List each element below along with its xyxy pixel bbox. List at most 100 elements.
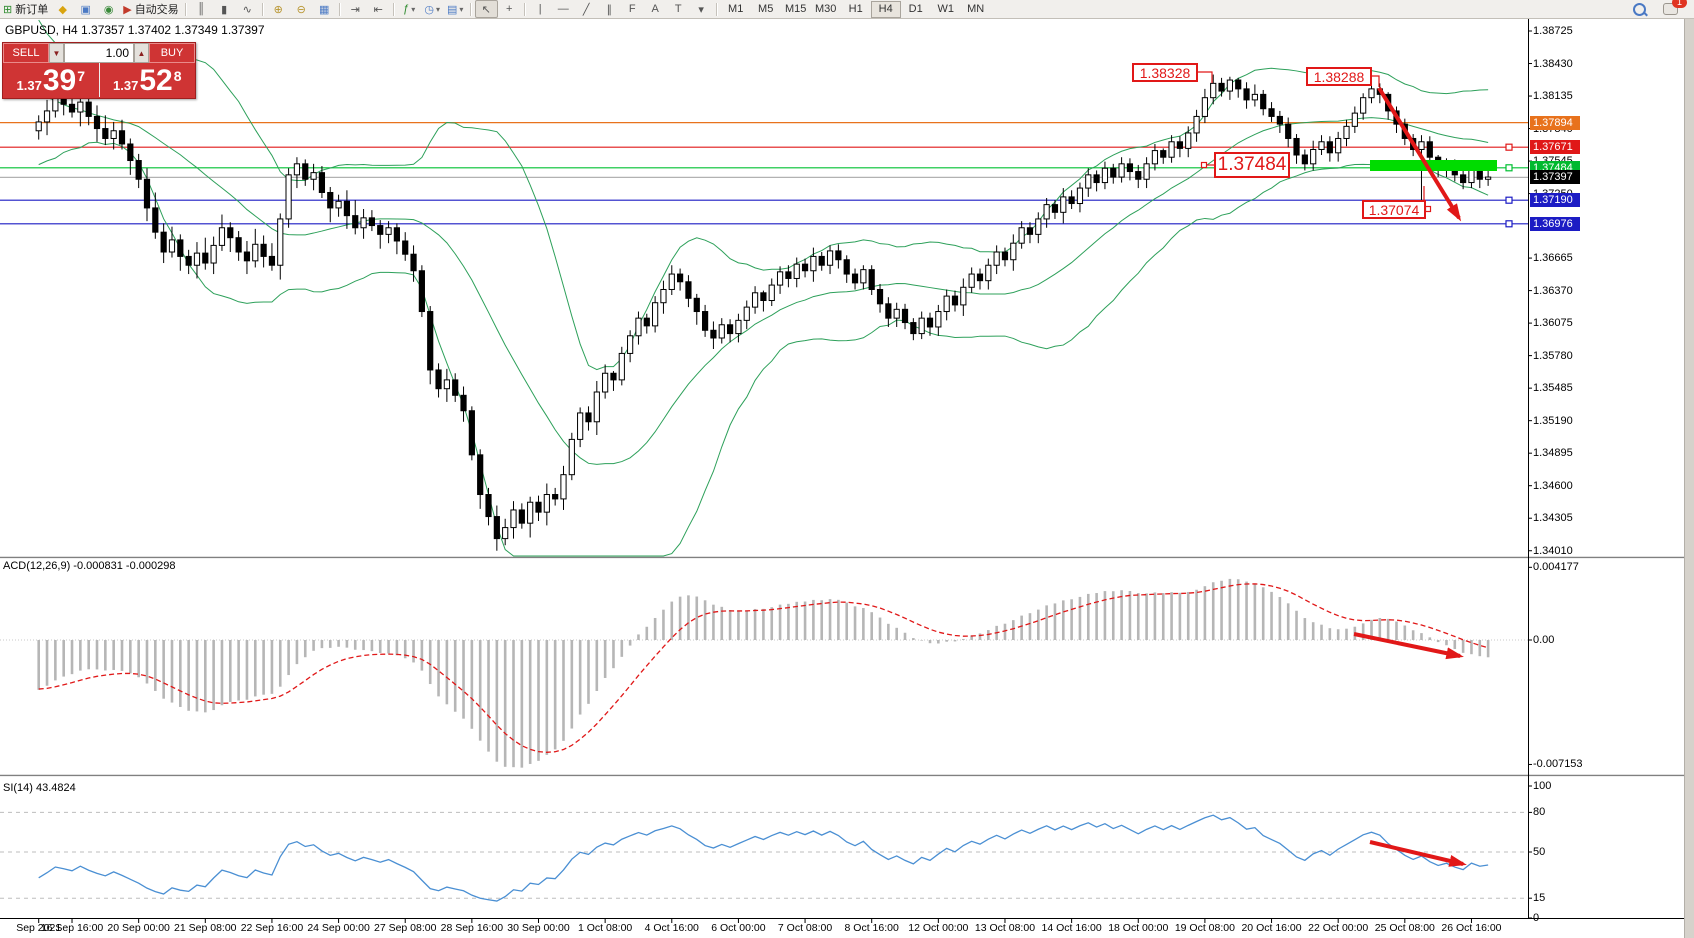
ask-price[interactable]: 1.37 52 8 [100, 63, 196, 97]
timeframe-m15-button[interactable]: M15 [784, 3, 807, 15]
rsi-indicator-label: SI(14) 43.4824 [3, 782, 76, 794]
data-window-icon[interactable]: ▣ [74, 0, 97, 18]
periods-icon: ◷ [424, 3, 434, 16]
rsi-pane [0, 811, 1528, 902]
toolbar: ⊞ 新订单 ◆ ▣ ◉ ▶ 自动交易 ║ ▮ ∿ ⊕ ⊖ ▦ ⇥ ⇤ ƒ ▾ ◷ ▾ ▤ ▾ ↖ + | — ╱ ∥ F A T ▾ M1 M5… [0, 0, 1694, 19]
line-handle[interactable] [1505, 164, 1513, 172]
volume-input[interactable]: 1.00 [64, 43, 134, 63]
bar-chart-type-button[interactable]: ║ [190, 0, 213, 18]
text-button[interactable]: A [644, 0, 667, 18]
fibonacci-button[interactable]: F [621, 0, 644, 18]
market-watch-icon[interactable]: ◆ [51, 0, 74, 18]
bid-pipette: 7 [77, 68, 85, 84]
search-icon[interactable] [1628, 0, 1651, 18]
new-order-icon: ⊞ [3, 3, 13, 16]
toolbar-separator [184, 2, 187, 16]
timeframe-d1-button[interactable]: D1 [908, 3, 923, 15]
tile-windows-icon: ▦ [318, 3, 330, 16]
arrows-button[interactable]: ▾ [690, 0, 713, 18]
bar-chart-type-icon: ║ [197, 3, 206, 15]
volume-up-button[interactable]: ▲ [134, 43, 149, 63]
timeframe-m5-button[interactable]: M5 [758, 3, 774, 15]
horizontal-line-icon: — [557, 3, 569, 15]
chevron-down-icon: ▾ [459, 4, 464, 14]
green-highlight-rectangle[interactable] [1370, 160, 1497, 171]
templates-icon: ▤ [446, 3, 458, 16]
periods-button[interactable]: ◷ ▾ [421, 0, 444, 18]
bid-price[interactable]: 1.37 39 7 [3, 63, 100, 97]
timeframe-m30-button[interactable]: M30 [814, 3, 837, 15]
crosshair-button[interactable]: + [498, 0, 521, 18]
signals-icon[interactable]: ◉ [97, 0, 120, 18]
line-chart-type-icon: ∿ [242, 3, 252, 16]
tile-windows-button[interactable]: ▦ [313, 0, 336, 18]
toolbar-separator [469, 2, 472, 16]
ask-big-figure: 52 [139, 64, 173, 97]
sell-button[interactable]: SELL [3, 43, 49, 63]
trendline-icon: ╱ [582, 3, 590, 16]
magnifier-icon [1633, 2, 1646, 16]
templates-button[interactable]: ▤ ▾ [444, 0, 467, 18]
cursor-button[interactable]: ↖ [474, 0, 498, 18]
timeframe-mn-button[interactable]: MN [967, 3, 985, 15]
text-icon: A [651, 3, 659, 15]
line-chart-type-button[interactable]: ∿ [236, 0, 259, 18]
bollinger-bands [38, 19, 1489, 557]
candlestick-chart-type-button[interactable]: ▮ [213, 0, 236, 18]
indicators-button[interactable]: ƒ ▾ [398, 0, 421, 18]
timeframe-h4-button[interactable]: H4 [870, 0, 901, 18]
toolbar-separator [715, 2, 718, 16]
macd-signal-line [38, 583, 1489, 753]
new-order-button-label: 新订单 [15, 4, 49, 16]
toolbar-separator [338, 2, 341, 16]
toolbar-separator [392, 2, 395, 16]
ask-pipette: 8 [173, 68, 182, 84]
annotation-connectors [1198, 71, 1432, 213]
autotrading-button[interactable]: ▶ 自动交易 [120, 0, 181, 18]
market-watch-icon-icon: ◆ [58, 3, 67, 16]
timeframe-h1-button[interactable]: H1 [848, 3, 863, 15]
bid-big-figure: 39 [42, 64, 77, 97]
data-window-icon-icon: ▣ [80, 3, 91, 16]
toolbar-buttons: ⊞ 新订单 ◆ ▣ ◉ ▶ 自动交易 ║ ▮ ∿ ⊕ ⊖ ▦ ⇥ ⇤ ƒ ▾ ◷ ▾ ▤ ▾ ↖ + | — ╱ ∥ F A T ▾ M1 M5… [0, 0, 991, 18]
bid-prefix: 1.37 [16, 78, 42, 93]
chat-badge: 1 [1672, 0, 1687, 8]
zoom-out-button[interactable]: ⊖ [290, 0, 313, 18]
auto-scroll-icon: ⇥ [350, 3, 360, 16]
axes-and-borders [0, 18, 1694, 923]
chart-shift-button[interactable]: ⇤ [367, 0, 390, 18]
candles-layer [35, 74, 1492, 551]
chevron-down-icon: ▾ [411, 4, 416, 14]
crosshair-icon: + [505, 3, 513, 15]
equidistant-channel-icon: ∥ [606, 3, 612, 16]
volume-down-button[interactable]: ▼ [49, 43, 64, 63]
signals-icon-icon: ◉ [103, 3, 114, 16]
timeframe-w1-button[interactable]: W1 [937, 3, 954, 15]
autotrading-icon: ▶ [123, 3, 132, 16]
zoom-in-button[interactable]: ⊕ [267, 0, 290, 18]
vertical-line-button[interactable]: | [529, 0, 552, 18]
rsi-line [38, 814, 1489, 902]
chart-shift-icon: ⇤ [373, 3, 383, 16]
new-order-button[interactable]: ⊞ 新订单 [0, 0, 51, 18]
toolbar-separator [523, 2, 526, 16]
red-arrows[interactable] [1353, 86, 1467, 867]
timeframe-m1-button[interactable]: M1 [728, 3, 744, 15]
horizontal-line-button[interactable]: — [552, 0, 575, 18]
chevron-down-icon: ▾ [435, 4, 440, 14]
window-edge-strip [1684, 18, 1694, 938]
line-handle[interactable] [1505, 220, 1513, 228]
line-handle[interactable] [1505, 143, 1513, 151]
text-label-button[interactable]: T [667, 0, 690, 18]
trendline-button[interactable]: ╱ [575, 0, 598, 18]
buy-button[interactable]: BUY [149, 43, 195, 63]
one-click-trading-panel: SELL ▼ 1.00 ▲ BUY 1.37 39 7 1.37 52 8 [2, 42, 196, 99]
auto-scroll-button[interactable]: ⇥ [344, 0, 367, 18]
horizontal-line-objects[interactable] [0, 122, 1528, 228]
chat-icon[interactable]: 1 [1659, 0, 1687, 18]
macd-indicator-label: ACD(12,26,9) -0.000831 -0.000298 [3, 560, 176, 572]
equidistant-channel-button[interactable]: ∥ [598, 0, 621, 18]
autotrading-button-label: 自动交易 [134, 4, 179, 16]
line-handle[interactable] [1505, 196, 1513, 204]
